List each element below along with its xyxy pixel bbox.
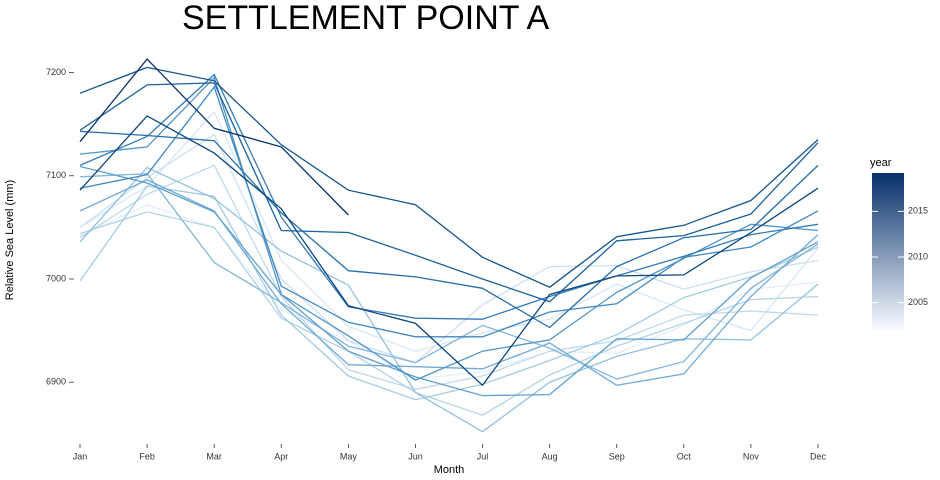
series-line: [79, 82, 819, 303]
x-tick-label: Jul: [477, 451, 489, 461]
series-line: [79, 166, 819, 433]
series-line: [79, 85, 819, 338]
series-line: [79, 66, 819, 288]
x-tick-label: Jan: [73, 451, 88, 461]
colorbar-label: 2005: [908, 297, 928, 307]
series-line: [79, 130, 819, 329]
series-line: [79, 173, 819, 380]
series-line: [79, 76, 819, 381]
chart-title: SETTLEMENT POINT A: [182, 0, 549, 37]
x-tick-label: Dec: [810, 451, 827, 461]
colorbar-label: 2010: [908, 251, 928, 261]
x-tick-label: Jun: [408, 451, 423, 461]
x-tick-label: Nov: [743, 451, 760, 461]
series-line: [79, 185, 819, 401]
colorbar-label: 2015: [908, 206, 928, 216]
legend-title: year: [870, 157, 892, 169]
y-tick-label: 7000: [46, 273, 66, 283]
series-line: [79, 58, 349, 216]
y-tick-label: 6900: [46, 377, 66, 387]
series-line: [79, 164, 819, 391]
series-line: [79, 211, 819, 416]
y-tick-label: 7200: [46, 67, 66, 77]
series-line: [79, 165, 819, 397]
series-line: [79, 110, 819, 352]
x-tick-label: Oct: [677, 451, 692, 461]
x-tick-label: May: [340, 451, 358, 461]
y-axis-title: Relative Sea Level (mm): [4, 180, 16, 300]
series-line: [79, 115, 819, 387]
x-tick-label: Apr: [274, 451, 288, 461]
x-tick-label: Sep: [609, 451, 625, 461]
series-line: [79, 73, 819, 320]
y-tick-label: 7100: [46, 170, 66, 180]
x-tick-label: Mar: [206, 451, 222, 461]
series-line: [79, 133, 819, 364]
series-line: [79, 179, 819, 386]
x-tick-label: Feb: [139, 451, 155, 461]
x-tick-label: Aug: [542, 451, 558, 461]
colorbar: [872, 173, 904, 330]
x-axis-title: Month: [434, 464, 465, 476]
